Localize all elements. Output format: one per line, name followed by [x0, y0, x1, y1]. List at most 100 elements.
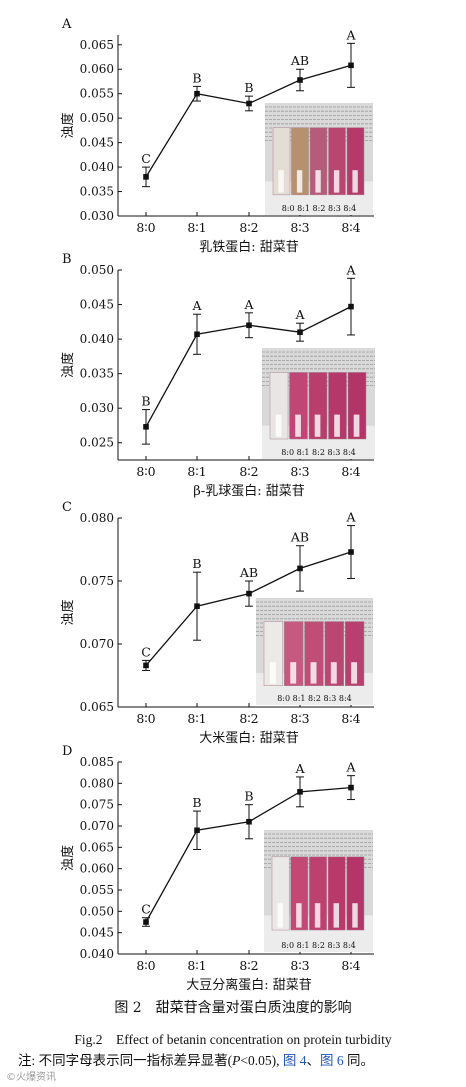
tube-highlight [351, 662, 358, 684]
photo-labels: 8:0 8:1 8:2 8:3 8:4 [281, 448, 356, 457]
y-tick-label: 0.045 [80, 136, 114, 150]
x-tick-label: 8∶0 [136, 220, 155, 235]
chart-panel-b: B 0.025 0.030 0.035 0.040 0.045 0.050 8∶0 8∶1 8∶2… [60, 252, 375, 499]
sample-tube [347, 372, 367, 440]
y-tick-label: 0.080 [80, 511, 114, 525]
note-p: P [232, 1053, 241, 1068]
tube-highlight [310, 662, 317, 684]
x-tick-label: 8∶2 [239, 958, 258, 973]
tube-highlight [296, 170, 303, 193]
y-tick-label: 0.065 [80, 38, 114, 52]
y-tick-label: 0.080 [80, 776, 114, 790]
figure-note: 注: 不同字母表示同一指标差异显著(P<0.05), 图 4、图 6 同。 [18, 1049, 458, 1069]
x-tick-label: 8∶0 [136, 711, 155, 726]
tube-highlight [352, 170, 358, 193]
significance-letter: B [192, 70, 201, 85]
data-point [194, 331, 200, 338]
note-prefix: 注: 不同字母表示同一指标差异显著( [18, 1053, 233, 1068]
chart-panel-c: C 0.065 0.070 0.075 0.080 8∶0 8∶1 8∶2 8∶3 8∶4 大米蛋白… [60, 500, 374, 746]
sample-tube [304, 621, 324, 686]
y-tick-label: 0.040 [80, 332, 114, 346]
photo-labels: 8:0 8:1 8:2 8:3 8:4 [282, 204, 357, 213]
x-tick-label: 8∶0 [136, 464, 155, 479]
y-tick-label: 0.050 [80, 263, 114, 277]
y-tick-label: 0.075 [80, 798, 114, 812]
data-point [194, 827, 200, 834]
data-point [348, 784, 354, 791]
data-point [297, 565, 303, 572]
sample-photo: 8:0 8:1 8:2 8:3 8:4 [265, 103, 373, 215]
y-tick-label: 0.050 [80, 111, 114, 125]
x-tick-label: 8∶3 [290, 958, 309, 973]
significance-letter: AB [290, 530, 309, 545]
note-mid: <0.05), [240, 1053, 283, 1068]
panel-letter: D [62, 744, 72, 759]
sample-tube [291, 127, 309, 196]
significance-letter: B [192, 795, 201, 810]
data-point [297, 77, 303, 83]
y-tick-label: 0.030 [80, 209, 114, 223]
significance-letter: C [141, 151, 151, 166]
y-tick-label: 0.055 [80, 883, 114, 897]
data-point [246, 590, 252, 597]
x-axis-title: 大米蛋白: 甜菜苷 [199, 730, 299, 746]
sample-tube [344, 621, 365, 686]
significance-letter: A [345, 760, 356, 775]
sample-tube [327, 856, 346, 931]
figure-caption-english: Fig.2 Effect of betanin concentration on… [74, 1032, 392, 1047]
watermark: ©火爆资讯 [6, 1072, 56, 1083]
x-tick-label: 8∶1 [187, 711, 206, 726]
y-axis-title: 浊度 [60, 845, 76, 871]
significance-letter: C [141, 902, 151, 917]
tube-highlight [295, 414, 301, 437]
x-tick-label: 8∶2 [239, 711, 258, 726]
y-axis-title: 浊度 [60, 599, 76, 625]
y-tick-label: 0.085 [80, 755, 114, 769]
note-ref-fig6[interactable]: 图 6 [319, 1053, 344, 1068]
y-tick-label: 0.030 [80, 401, 114, 415]
y-tick-label: 0.055 [80, 87, 114, 101]
note-ref-fig4[interactable]: 图 4 [282, 1053, 307, 1068]
data-point [246, 818, 252, 825]
figure-charts: A 0.030 0.035 0.040 0.045 0.050 0.055 0.060 0.06… [60, 17, 375, 993]
tube-highlight [269, 662, 276, 684]
data-point [246, 322, 252, 329]
x-tick-label: 8∶4 [341, 220, 360, 235]
y-tick-label: 0.065 [80, 840, 114, 854]
significance-letter: B [244, 80, 253, 95]
tube-highlight [353, 414, 360, 437]
tube-highlight [315, 170, 321, 193]
note-end: 同。 [343, 1053, 374, 1068]
sample-tube [324, 621, 344, 686]
chart-panel-a: A 0.030 0.035 0.040 0.045 0.050 0.055 0.060 0.06… [60, 17, 374, 255]
photo-labels: 8:0 8:1 8:2 8:3 8:4 [281, 941, 356, 950]
tube-highlight [314, 414, 321, 437]
tube-highlight [330, 662, 337, 684]
significance-letter: B [141, 394, 150, 409]
sample-tube [263, 621, 284, 686]
x-tick-label: 8∶4 [341, 711, 360, 726]
significance-letter: A [191, 298, 202, 313]
y-tick-label: 0.060 [80, 862, 114, 876]
data-point [348, 549, 354, 555]
y-tick-label: 0.075 [80, 574, 114, 588]
significance-letter: A [345, 510, 356, 525]
panel-letter: A [61, 17, 72, 32]
significance-letter: C [141, 644, 151, 659]
sample-tube [272, 127, 291, 196]
data-point [194, 603, 200, 609]
x-tick-label: 8∶1 [187, 464, 206, 479]
tube-highlight [333, 170, 340, 193]
x-tick-label: 8∶2 [239, 464, 258, 479]
y-tick-label: 0.045 [80, 298, 114, 312]
significance-letter: A [294, 307, 305, 322]
data-point [143, 662, 149, 669]
y-tick-label: 0.040 [80, 947, 114, 961]
tube-highlight [277, 903, 283, 928]
sample-tube [289, 372, 308, 440]
sample-tube [328, 372, 347, 440]
x-tick-label: 8∶3 [290, 711, 309, 726]
sample-photo: 8:0 8:1 8:2 8:3 8:4 [262, 348, 375, 459]
tube-highlight [314, 903, 321, 928]
y-tick-label: 0.050 [80, 904, 114, 918]
